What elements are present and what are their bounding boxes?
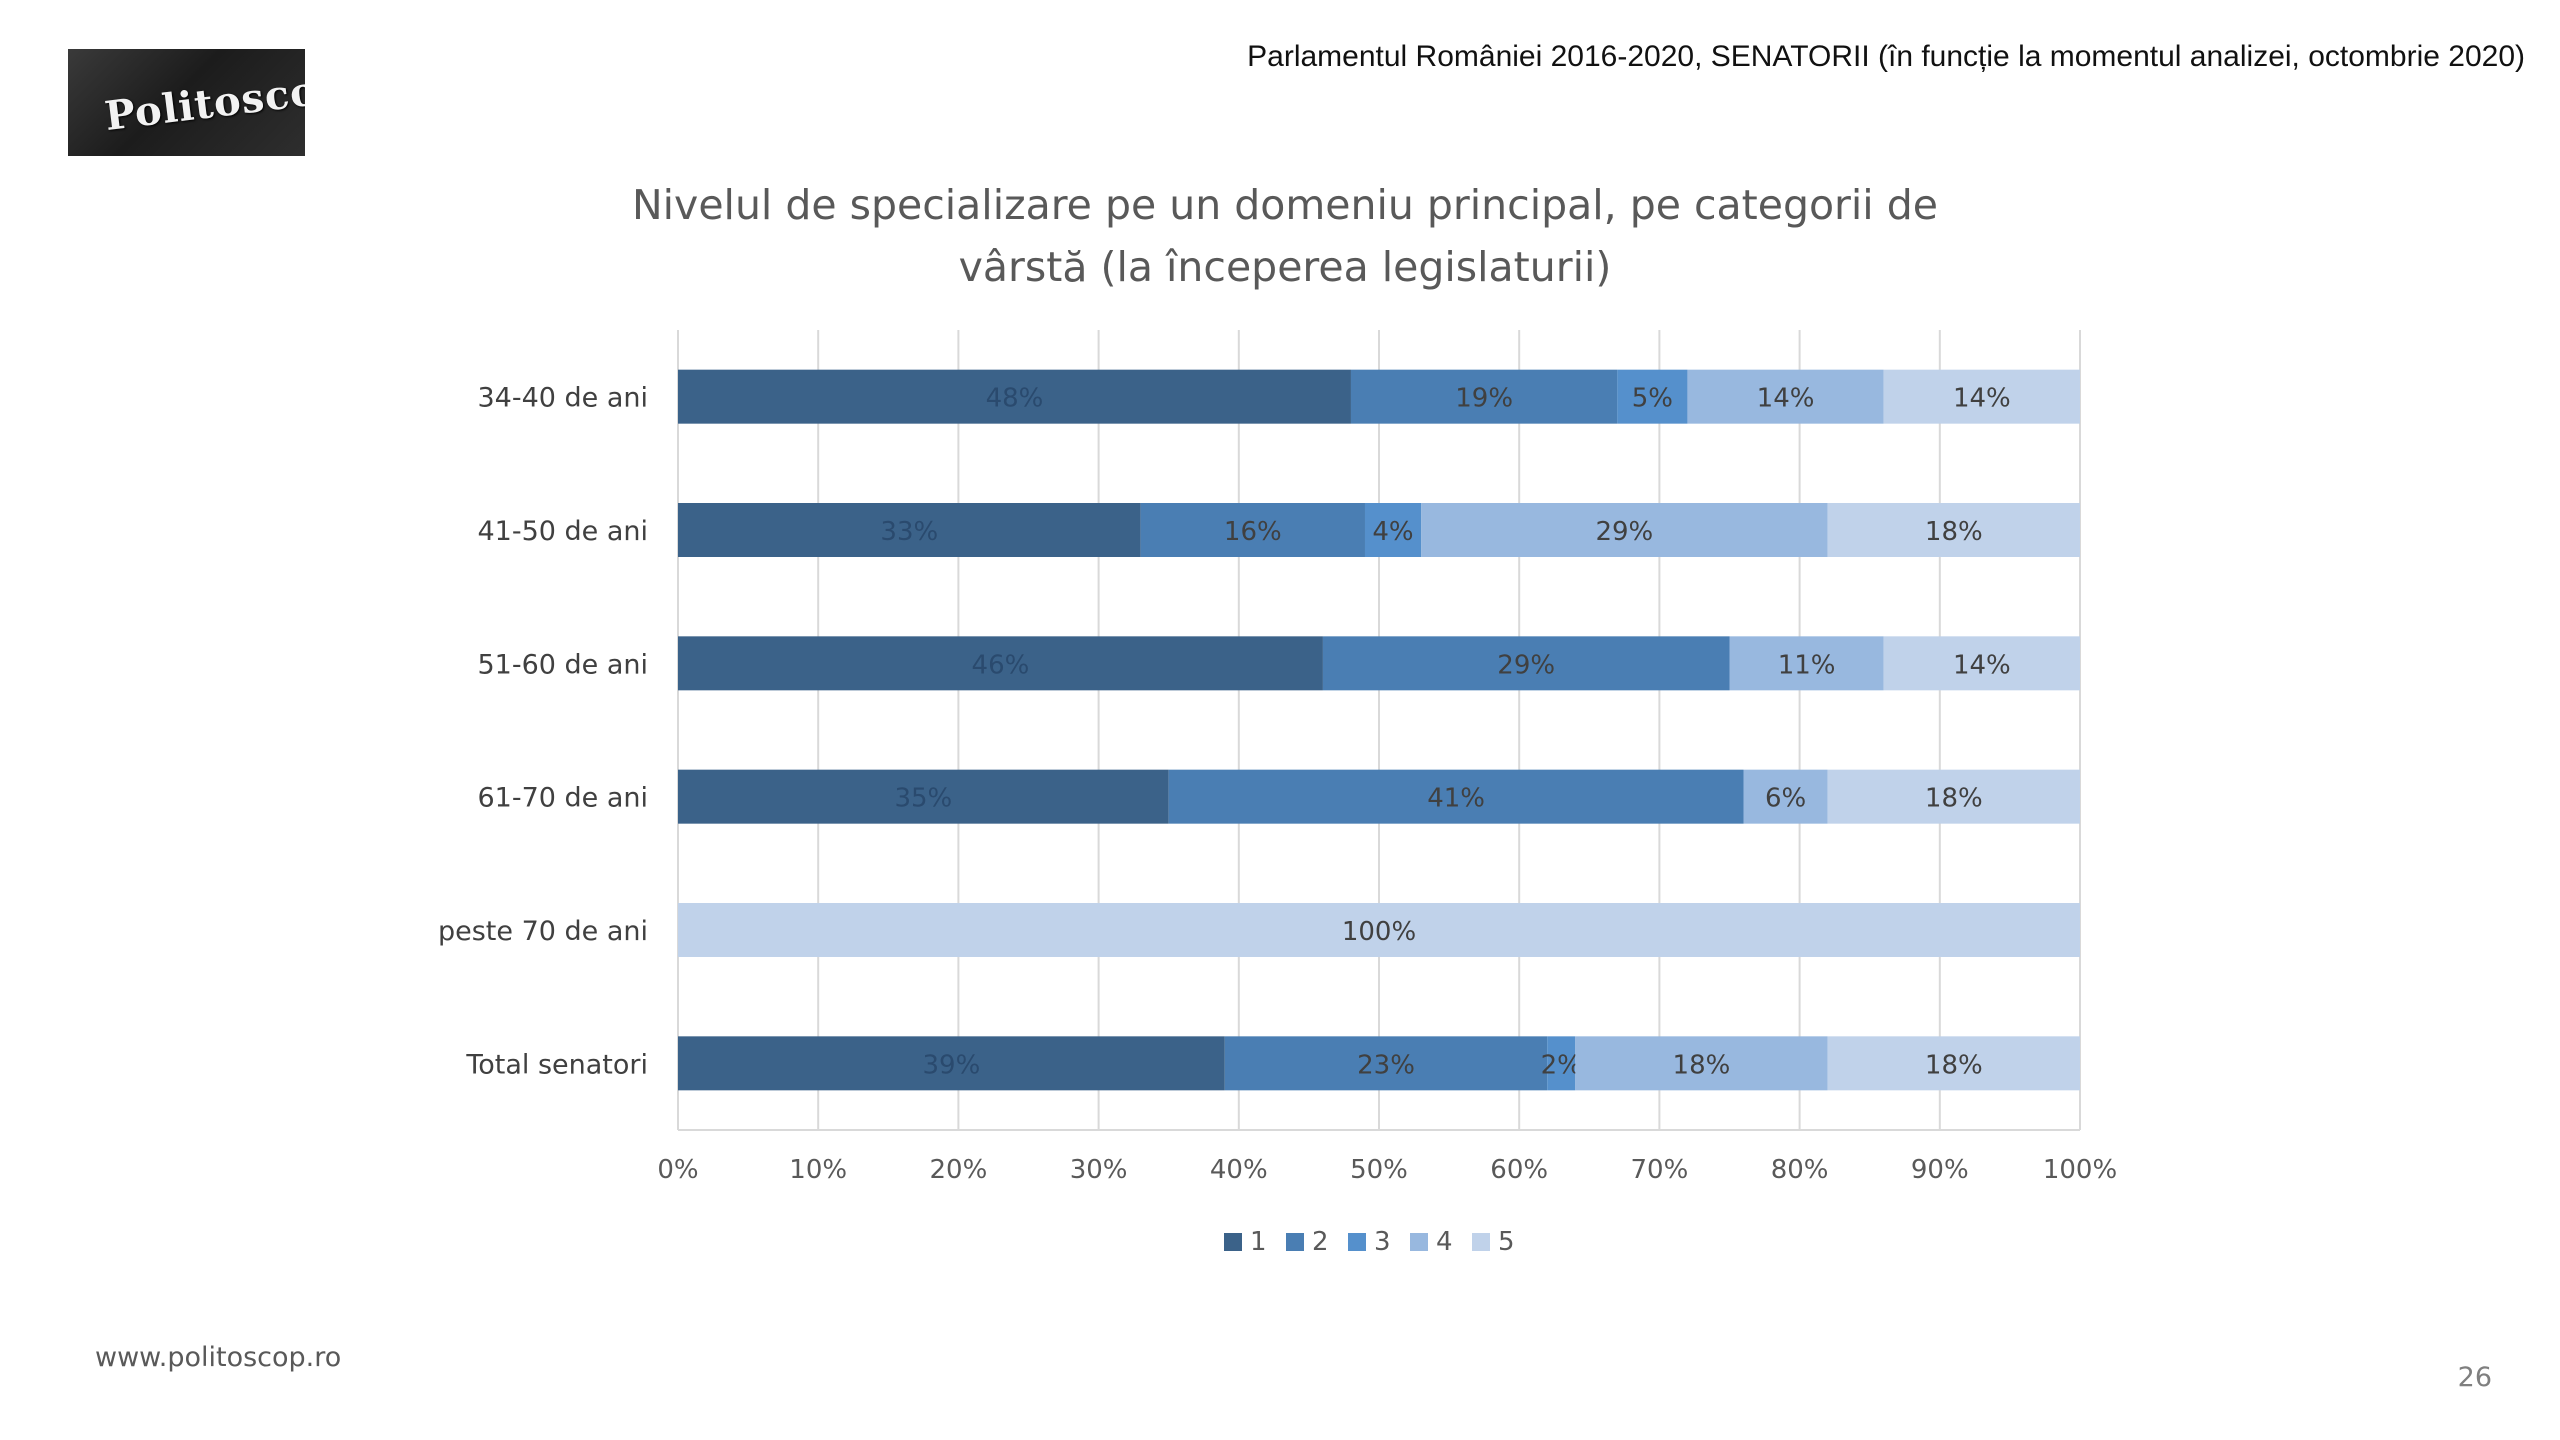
- data-label: 39%: [922, 1050, 980, 1080]
- bar-segment-series-2: [1350, 369, 1618, 424]
- data-label: 14%: [1953, 384, 2011, 414]
- data-label: 18%: [1925, 784, 1983, 814]
- legend-swatch-3: [1348, 1233, 1366, 1251]
- bar-segment-series-4: [1575, 1036, 1828, 1091]
- bar-segment-series-3: [1364, 503, 1422, 557]
- data-label: 33%: [880, 517, 938, 547]
- footer-url[interactable]: www.politoscop.ro: [95, 1342, 342, 1373]
- data-label: 29%: [1595, 517, 1653, 547]
- bar-segment-series-3: [1547, 1036, 1576, 1091]
- category-label: 41-50 de ani: [477, 516, 648, 547]
- data-label: 23%: [1357, 1050, 1415, 1080]
- category-label: 34-40 de ani: [477, 383, 648, 414]
- data-label: 46%: [972, 650, 1030, 680]
- data-label: 11%: [1778, 650, 1836, 680]
- data-label: 19%: [1455, 384, 1513, 414]
- bar-segment-series-1: [678, 769, 1169, 824]
- legend-label-4: 4: [1436, 1227, 1453, 1257]
- bar-segment-series-1: [678, 503, 1141, 557]
- bar-segment-series-4: [1729, 636, 1884, 691]
- category-label: 61-70 de ani: [477, 783, 648, 814]
- bar-segment-series-4: [1421, 503, 1828, 557]
- bar-segment-series-2: [1140, 503, 1365, 557]
- data-label: 4%: [1372, 517, 1413, 547]
- x-tick-label: 50%: [1350, 1155, 1408, 1185]
- chart-title: Nivelul de specializare pe un domeniu pr…: [500, 174, 2070, 298]
- data-label: 48%: [986, 384, 1044, 414]
- chart-title-line-1: Nivelul de specializare pe un domeniu pr…: [632, 181, 1938, 229]
- bar-segment-series-3: [1617, 369, 1688, 424]
- bar-segment-series-4: [1743, 769, 1828, 824]
- bar-segment-series-1: [678, 1036, 1225, 1091]
- bar-segment-series-5: [1883, 636, 2080, 691]
- legend-label-2: 2: [1312, 1227, 1329, 1257]
- data-label: 5%: [1632, 384, 1673, 414]
- bar-segment-series-5: [678, 903, 2080, 957]
- data-label: 6%: [1765, 784, 1806, 814]
- x-tick-label: 70%: [1631, 1155, 1689, 1185]
- x-tick-label: 80%: [1771, 1155, 1829, 1185]
- legend-swatch-5: [1472, 1233, 1490, 1251]
- bar-segment-series-4: [1687, 369, 1884, 424]
- data-label: 14%: [1953, 650, 2011, 680]
- bar-segment-series-1: [678, 636, 1323, 691]
- bar-segment-series-5: [1883, 369, 2080, 424]
- data-label: 18%: [1925, 517, 1983, 547]
- x-tick-label: 20%: [930, 1155, 988, 1185]
- bar-segment-series-5: [1827, 503, 2080, 557]
- data-label: 18%: [1673, 1050, 1731, 1080]
- x-tick-label: 30%: [1070, 1155, 1128, 1185]
- data-label: 35%: [894, 784, 952, 814]
- politoscop-logo: Politoscop: [68, 49, 305, 156]
- data-label: 41%: [1427, 784, 1485, 814]
- data-label: 18%: [1925, 1050, 1983, 1080]
- legend-label-1: 1: [1250, 1227, 1267, 1257]
- category-label: Total senatori: [465, 1049, 648, 1080]
- x-tick-label: 100%: [2043, 1155, 2117, 1185]
- bar-segment-series-2: [1322, 636, 1730, 691]
- bar-segment-series-2: [1224, 1036, 1548, 1091]
- legend-label-3: 3: [1374, 1227, 1391, 1257]
- bar-segment-series-5: [1827, 769, 2080, 824]
- legend-swatch-2: [1286, 1233, 1304, 1251]
- legend-swatch-1: [1224, 1233, 1242, 1251]
- legend-swatch-4: [1410, 1233, 1428, 1251]
- x-tick-label: 60%: [1490, 1155, 1548, 1185]
- x-tick-label: 90%: [1911, 1155, 1969, 1185]
- x-tick-label: 40%: [1210, 1155, 1268, 1185]
- chart-title-line-2: vârstă (la începerea legislaturii): [958, 243, 1612, 291]
- category-label: peste 70 de ani: [438, 916, 648, 947]
- data-label: 29%: [1497, 650, 1555, 680]
- data-label: 100%: [1342, 917, 1416, 947]
- data-label: 14%: [1757, 384, 1815, 414]
- x-tick-label: 0%: [657, 1155, 698, 1185]
- page-number: 26: [2457, 1362, 2492, 1393]
- data-label: 2%: [1541, 1050, 1582, 1080]
- data-label: 16%: [1224, 517, 1282, 547]
- header-note: Parlamentul României 2016-2020, SENATORI…: [1247, 40, 2525, 73]
- category-label: 51-60 de ani: [477, 649, 648, 680]
- bar-segment-series-5: [1827, 1036, 2080, 1091]
- legend-label-5: 5: [1498, 1227, 1515, 1257]
- bar-segment-series-2: [1168, 769, 1744, 824]
- x-tick-label: 10%: [789, 1155, 847, 1185]
- bar-segment-series-1: [678, 369, 1351, 424]
